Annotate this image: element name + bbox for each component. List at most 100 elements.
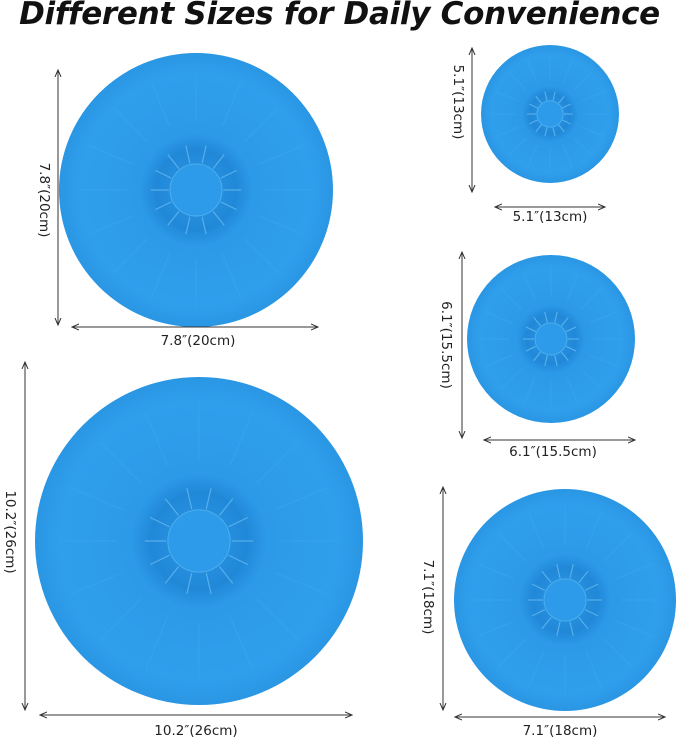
lid-handle-knob [169, 163, 223, 217]
hub-spike [533, 351, 541, 362]
height-label: 7.1″(18cm) [420, 560, 436, 635]
silicone-lid [481, 45, 619, 183]
lid-rib [573, 137, 592, 156]
width-label: 10.2″(26cm) [154, 723, 237, 739]
lid-rib [528, 512, 545, 549]
hub-spike [185, 216, 191, 235]
hub-spike [205, 572, 212, 594]
hub-spike [552, 127, 556, 137]
hub-spike [212, 154, 225, 169]
lid-rib [484, 311, 513, 324]
hub-spike [220, 201, 237, 211]
lid-rib [477, 620, 514, 637]
lid-rib [566, 377, 579, 406]
lid-rib [274, 487, 329, 511]
hub-spike [201, 216, 207, 235]
hub-spike [544, 355, 548, 367]
hub-spike [533, 316, 541, 327]
width-label: 7.1″(18cm) [523, 723, 598, 739]
lid-rib [585, 512, 602, 549]
lid-rib [497, 638, 527, 668]
lid-rib [259, 144, 304, 165]
hub-spike [155, 201, 172, 211]
lid-rib [150, 253, 171, 298]
width-label: 5.1″(13cm) [513, 209, 588, 225]
hub-spike [558, 95, 565, 104]
lid-rib [256, 598, 298, 640]
silicone-lid [35, 377, 363, 705]
lid-rib [497, 532, 527, 562]
hub-spike [584, 609, 599, 617]
hub-spike [531, 609, 546, 617]
hub-spike [544, 127, 548, 137]
hub-spike [578, 570, 589, 584]
lid-rib [69, 571, 124, 595]
hub-spike [562, 119, 571, 125]
lid-rib [244, 107, 279, 142]
lid-rib [221, 253, 242, 298]
silicone-lid [467, 255, 635, 423]
hub-spike [164, 498, 180, 516]
lid-rib [527, 59, 538, 83]
hub-spike [569, 564, 574, 579]
hub-spike [525, 326, 537, 333]
hub-spike [149, 516, 170, 528]
lid-rib [589, 354, 618, 367]
lid-rib [256, 442, 298, 484]
hub-spike [554, 311, 558, 323]
lid-rib [495, 126, 519, 137]
lid-rib [274, 571, 329, 595]
hub-spike [544, 91, 548, 101]
hub-spike [218, 566, 234, 584]
hub-spike [565, 326, 577, 333]
hub-spike [556, 621, 561, 636]
hub-spike [562, 103, 571, 109]
hub-spike [205, 488, 212, 510]
lid-rib [580, 288, 602, 310]
width-label: 6.1″(15.5cm) [509, 444, 597, 460]
lid-handle-knob [534, 322, 568, 356]
lid-rib [150, 82, 171, 127]
height-label: 10.2″(26cm) [2, 490, 18, 573]
lid-rib [229, 411, 253, 466]
hub-spike [554, 355, 558, 367]
lid-rib [603, 638, 633, 668]
lid-rib [113, 238, 148, 273]
hub-spike [228, 516, 249, 528]
hub-spike [164, 566, 180, 584]
lid-rib [508, 72, 527, 91]
hub-spike [584, 583, 599, 591]
hub-spike [212, 211, 225, 226]
hub-spike [565, 345, 577, 352]
hub-spike [561, 351, 569, 362]
hub-spike [167, 211, 180, 226]
lid-rib [495, 91, 519, 102]
height-label: 5.1″(13cm) [450, 65, 466, 140]
hub-spike [556, 564, 561, 579]
hub-spike [561, 316, 569, 327]
hub-spike [558, 124, 565, 133]
lid-rib [573, 72, 592, 91]
lid-rib [113, 107, 148, 142]
lid-rib [500, 288, 522, 310]
lid-rib [500, 368, 522, 390]
hub-spike [535, 124, 542, 133]
hub-spike [228, 554, 249, 566]
lid-rib [581, 91, 605, 102]
silicone-lid [454, 489, 676, 711]
lid-rib [523, 272, 536, 301]
hub-spike [529, 119, 538, 125]
hub-spike [531, 583, 546, 591]
hub-spike [167, 154, 180, 169]
width-label: 7.8″(20cm) [161, 333, 236, 349]
hub-spike [155, 169, 172, 179]
hub-spike [186, 572, 193, 594]
lid-rib [88, 144, 133, 165]
lid-rib [616, 620, 653, 637]
lid-rib [145, 411, 169, 466]
lid-rib [477, 563, 514, 580]
lid-handle-knob [536, 100, 564, 128]
lid-rib [88, 215, 133, 236]
lid-rib [580, 368, 602, 390]
